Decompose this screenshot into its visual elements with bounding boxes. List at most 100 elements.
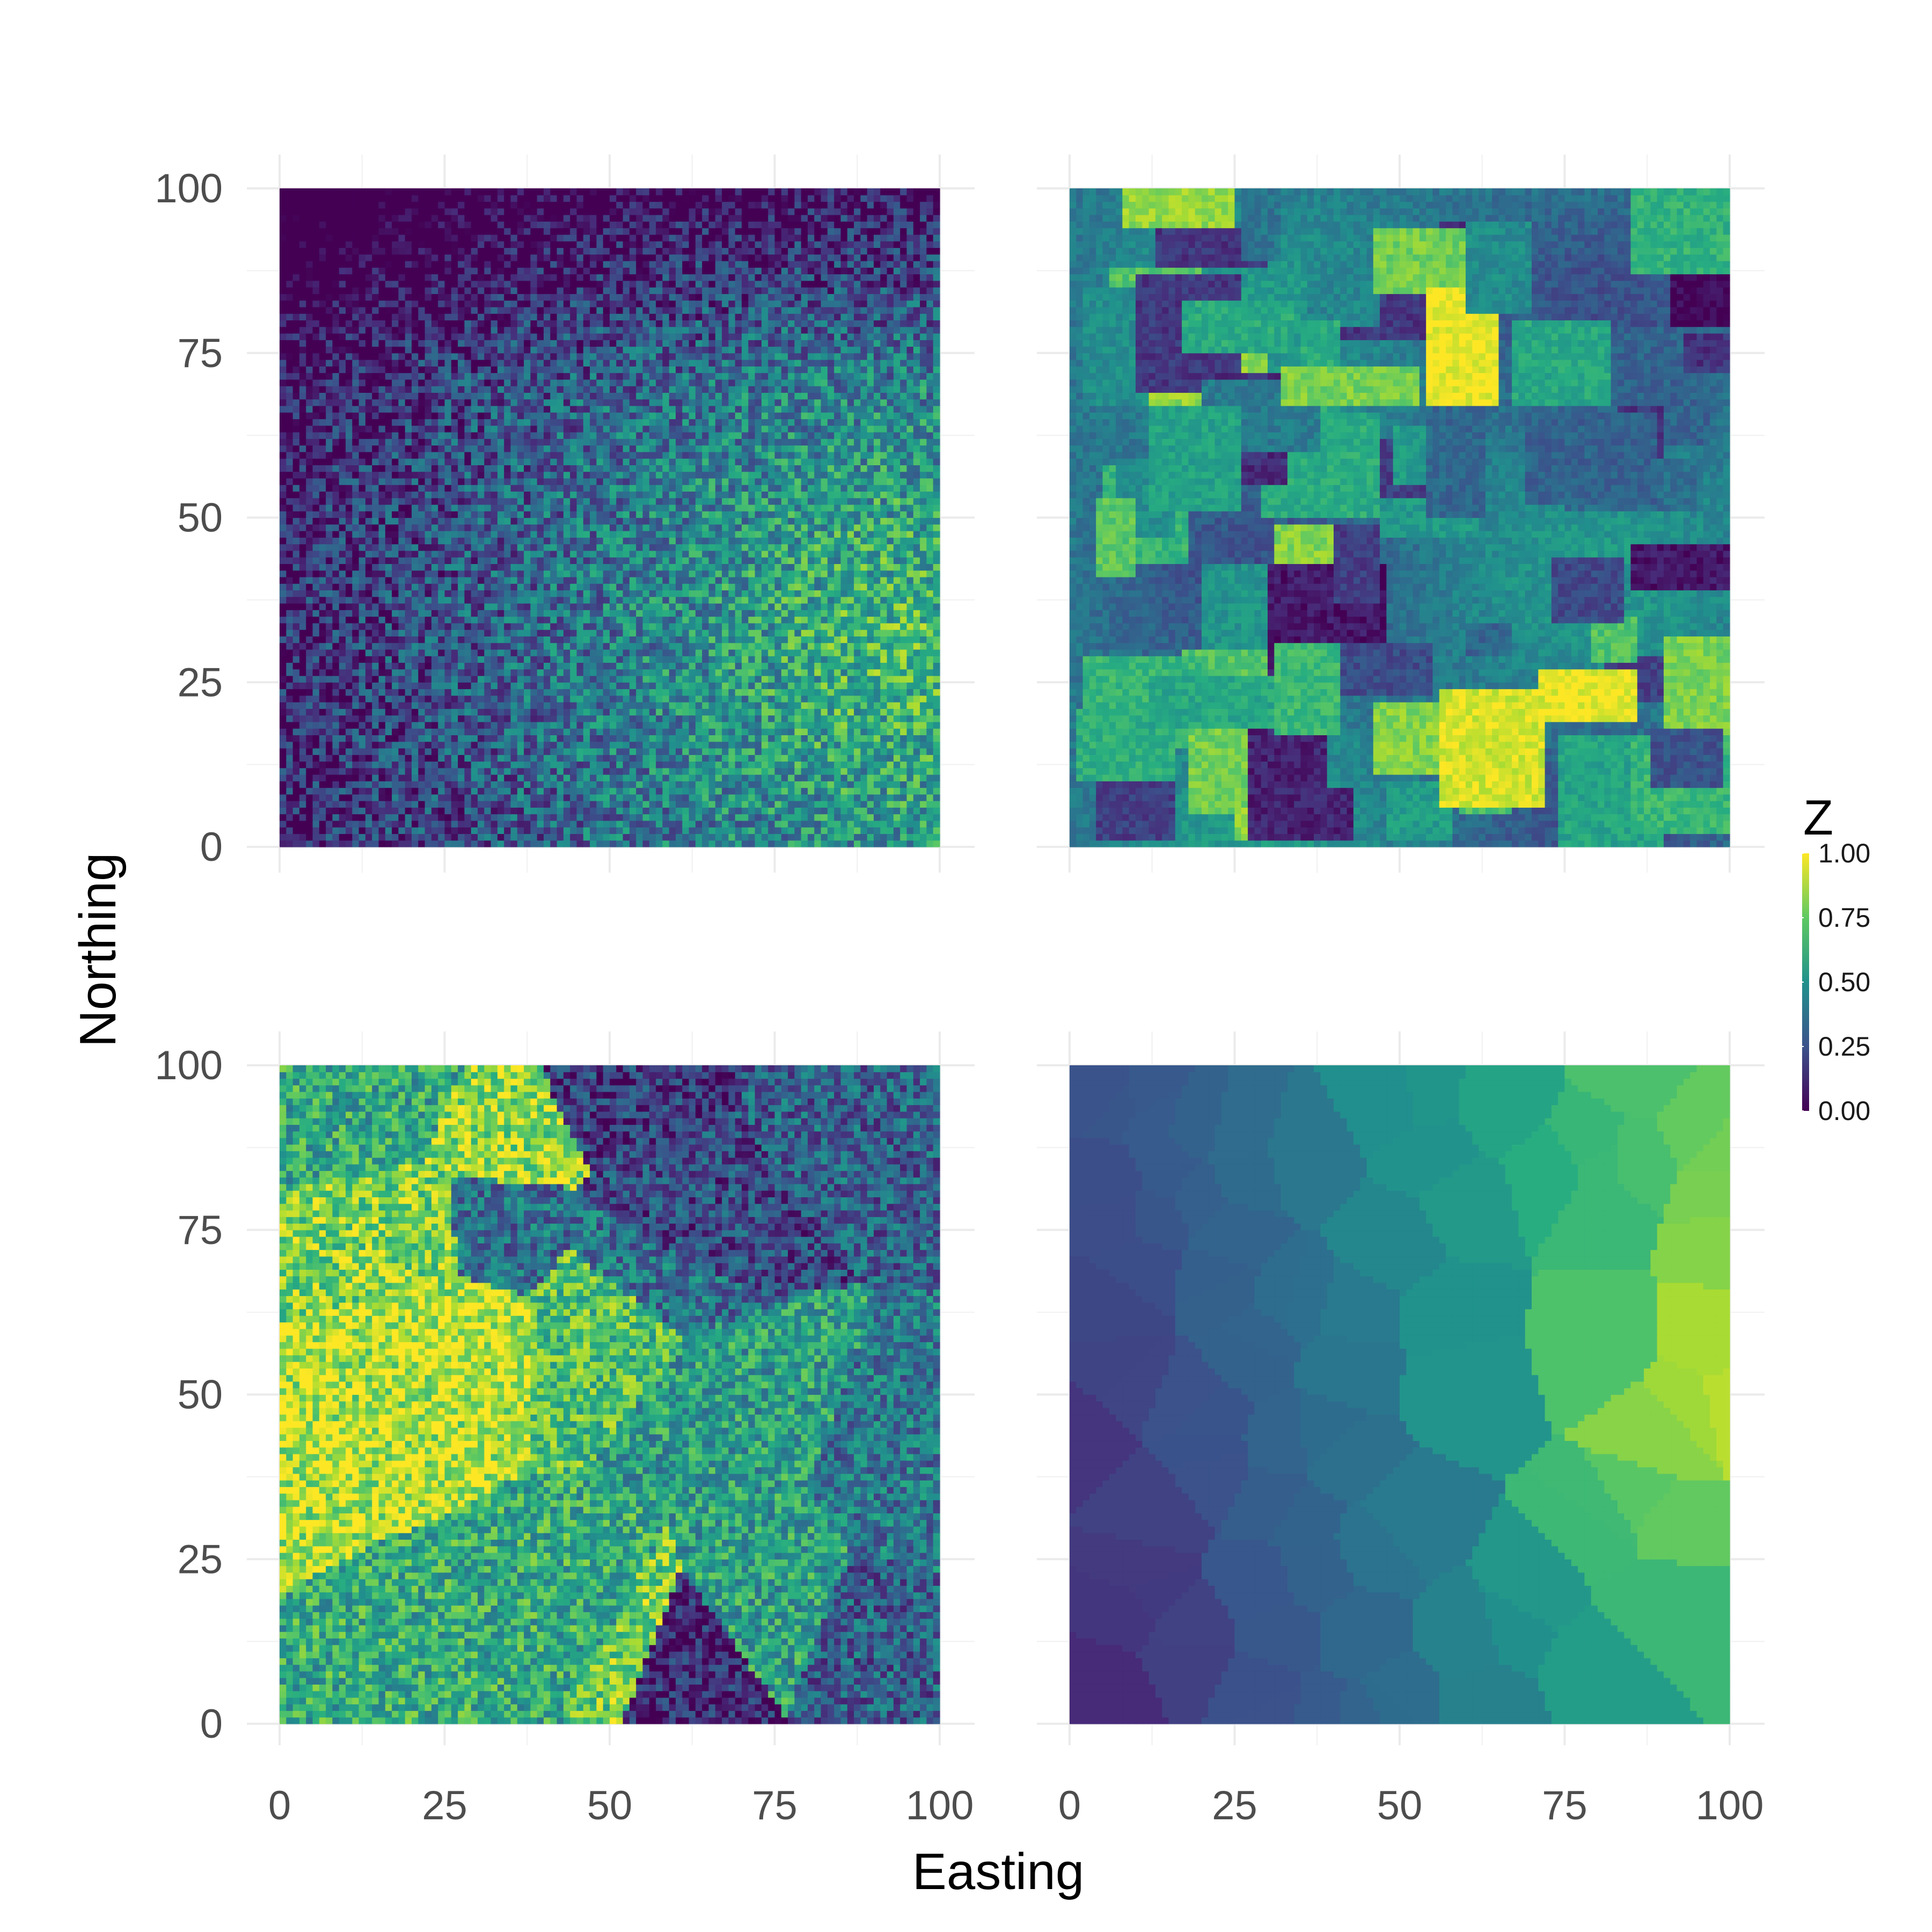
raster-cell [728,807,735,814]
raster-cell [365,781,372,788]
raster-cell [478,827,485,834]
raster-cell [748,801,755,808]
raster-cell [504,788,511,795]
raster-cell [662,821,669,828]
raster-cell [352,801,359,808]
raster-cell [583,827,590,834]
raster-cell [431,801,438,808]
raster-cell [299,801,306,808]
raster-cell [814,801,821,808]
raster-cell [557,807,564,814]
raster-cell [484,814,491,821]
raster-cell [464,833,471,840]
raster-cell [471,781,478,788]
raster-cell [544,840,551,847]
raster-cell [431,814,438,821]
raster-cell [623,821,630,828]
raster-cell [682,794,689,801]
raster-cell [511,814,518,821]
raster-cell [405,833,412,840]
raster-cell [425,840,432,847]
raster-cell [808,833,815,840]
raster-cell [788,794,795,801]
raster-cell [293,840,300,847]
raster-cell [550,821,557,828]
raster-cell [431,788,438,795]
raster-cell [649,833,656,840]
raster-cell [834,833,841,840]
raster-cell [623,827,630,834]
raster-cell [907,827,914,834]
raster-cell [623,794,630,801]
raster-cell [643,840,650,847]
raster-cell [814,827,821,834]
raster-cell [379,801,386,808]
raster-cell [418,794,425,801]
raster-cell [346,801,353,808]
raster-cell [445,827,452,834]
raster-cell [689,821,696,828]
raster-cell [319,833,326,840]
raster-cell [662,840,669,847]
raster-cell [841,814,848,821]
raster-cell [814,840,821,847]
raster-cell [299,821,306,828]
raster-cell [781,794,788,801]
raster-cell [735,794,742,801]
raster-cell [755,827,762,834]
raster-cell [735,788,742,795]
raster-cell [662,794,669,801]
raster-cell [860,807,867,814]
raster-cell [669,840,676,847]
raster-cell [372,833,379,840]
raster-cell [656,827,663,834]
raster-cell [728,821,735,828]
raster-cell [365,827,372,834]
raster-cell [346,821,353,828]
raster-cell [722,821,729,828]
raster-cell [590,814,597,821]
raster-cell [577,827,584,834]
raster-cell [504,801,511,808]
raster-cell [775,833,782,840]
raster-cell [484,807,491,814]
raster-cell [313,814,320,821]
raster-cell [775,794,782,801]
raster-cell [478,788,485,795]
raster-cell [286,827,293,834]
raster-cell [821,801,828,808]
raster-cell [570,807,577,814]
raster-cell [517,827,524,834]
raster-cell [762,807,769,814]
raster-cell [570,827,577,834]
raster-cell [484,788,491,795]
raster-cell [458,827,465,834]
raster-cell [537,794,544,801]
raster-cell [643,833,650,840]
raster-cell [814,807,821,814]
raster-cell [854,788,861,795]
raster-cell [722,794,729,801]
raster-cell [874,814,881,821]
raster-cell [715,788,722,795]
raster-cell [491,788,498,795]
raster-cell [900,807,907,814]
raster-cell [491,794,498,801]
raster-cell [781,814,788,821]
raster-cell [821,833,828,840]
raster-cell [808,840,815,847]
raster-cell [860,788,867,795]
raster-cell [583,788,590,795]
raster-cell [339,833,346,840]
raster-cell [590,840,597,847]
raster-cell [702,821,709,828]
raster-cell [451,814,458,821]
raster-cell [656,814,663,821]
raster-cell [478,794,485,801]
raster-cell [392,801,399,808]
raster-cell [438,821,445,828]
raster-cell [696,788,702,795]
raster-cell [451,788,458,795]
raster-cell [352,794,359,801]
raster-cell [623,801,630,808]
